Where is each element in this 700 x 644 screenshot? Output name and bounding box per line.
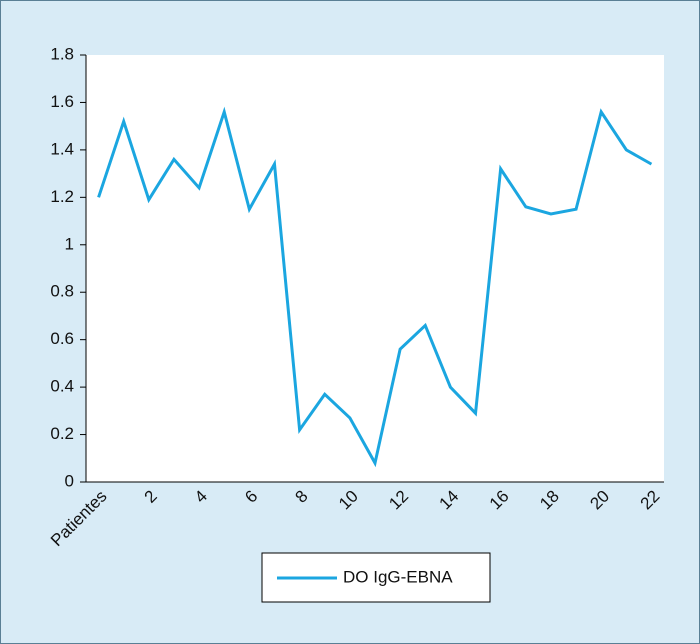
plot-area [86, 55, 664, 482]
y-tick-label: 0 [65, 471, 74, 490]
y-tick-label: 0.4 [50, 377, 74, 396]
y-tick-label: 1.4 [50, 139, 74, 158]
y-tick-label: 0.8 [50, 282, 74, 301]
y-tick-label: 1.8 [50, 44, 74, 63]
legend-label: DO IgG-EBNA [343, 567, 453, 586]
y-tick-label: 1 [65, 234, 74, 253]
y-tick-label: 1.2 [50, 187, 74, 206]
y-tick-label: 0.6 [50, 329, 74, 348]
series-line [97, 106, 653, 468]
y-tick-label: 1.6 [50, 92, 74, 111]
y-tick-label: 0.2 [50, 424, 74, 443]
